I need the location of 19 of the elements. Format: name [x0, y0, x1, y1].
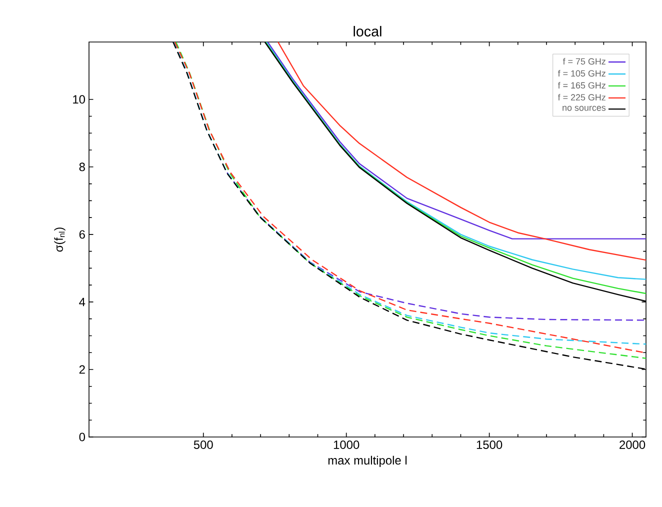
x-tick-label: 2000 — [620, 440, 646, 449]
line-series — [226, 172, 646, 321]
chart-title: local — [354, 26, 382, 36]
legend-label: f = 225 GHz — [558, 94, 606, 101]
x-tick-label: 1000 — [334, 440, 360, 449]
x-tick-label: 1500 — [476, 440, 502, 449]
x-tick-label: 500 — [194, 440, 213, 449]
y-tick-label: 10 — [73, 95, 86, 104]
y-tick-label: 4 — [79, 298, 86, 306]
y-tick-label: 6 — [79, 230, 85, 239]
y-tick-label: 8 — [79, 162, 85, 172]
y-tick-label: 0 — [79, 432, 86, 442]
legend-label: no sources — [562, 106, 606, 111]
y-axis-title: σ(f$_{nl}$) — [54, 228, 66, 252]
y-tick-label: 2 — [79, 365, 85, 374]
legend-label: f = 105 GHz — [558, 70, 606, 77]
legend-label: f = 165 GHz — [558, 82, 606, 89]
x-axis-title: max multipole l — [328, 456, 407, 467]
legend-label: f = 75 GHz — [562, 58, 606, 65]
